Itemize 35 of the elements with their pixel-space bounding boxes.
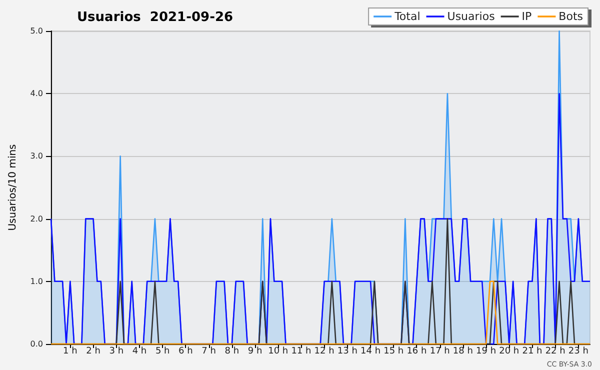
x-tick-label: 3 h xyxy=(109,346,124,356)
x-tick-label: 17 h xyxy=(430,346,450,356)
x-tick-label: 20 h xyxy=(499,346,520,356)
x-tick-label: 23 h xyxy=(568,346,588,356)
chart-title: Usuarios 2021-09-26 xyxy=(77,10,234,25)
x-tick-label: 16 h xyxy=(406,346,427,356)
y-axis-title: Usuarios/10 mins xyxy=(8,144,18,231)
y-tick-label: 4.0 xyxy=(30,89,43,98)
x-tick-label: 14 h xyxy=(360,346,381,356)
legend-label: IP xyxy=(522,10,532,23)
x-tick-label: 18 h xyxy=(452,346,473,356)
x-tick-label: 9 h xyxy=(248,346,262,356)
x-tick-label: 22 h xyxy=(545,346,566,356)
x-tick-label: 5 h xyxy=(155,346,170,356)
x-tick-label: 21 h xyxy=(522,346,542,356)
x-tick-label: 8 h xyxy=(224,346,240,356)
y-tick-label: 0.0 xyxy=(30,340,43,348)
y-tick-label: 5.0 xyxy=(30,26,43,36)
x-tick-label: 7 h xyxy=(202,346,216,356)
legend-label: Bots xyxy=(558,10,584,23)
legend-label: Total xyxy=(394,10,420,23)
legend-label: Usuarios xyxy=(447,10,496,23)
x-tick-label: 1 h xyxy=(63,346,78,356)
y-tick-label: 1.0 xyxy=(30,276,43,286)
y-tick-label: 2.0 xyxy=(30,214,43,224)
x-tick-label: 2 h xyxy=(86,346,100,356)
x-tick-label: 13 h xyxy=(337,346,358,356)
x-tick-label: 12 h xyxy=(314,346,334,356)
x-tick-label: 10 h xyxy=(268,346,288,356)
x-tick-label: 15 h xyxy=(384,346,404,356)
x-tick-label: 6 h xyxy=(178,346,193,356)
x-tick-label: 19 h xyxy=(476,346,496,356)
x-tick-label: 11 h xyxy=(291,346,312,356)
x-tick-label: 4 h xyxy=(132,346,147,356)
y-tick-label: 3.0 xyxy=(30,152,43,161)
